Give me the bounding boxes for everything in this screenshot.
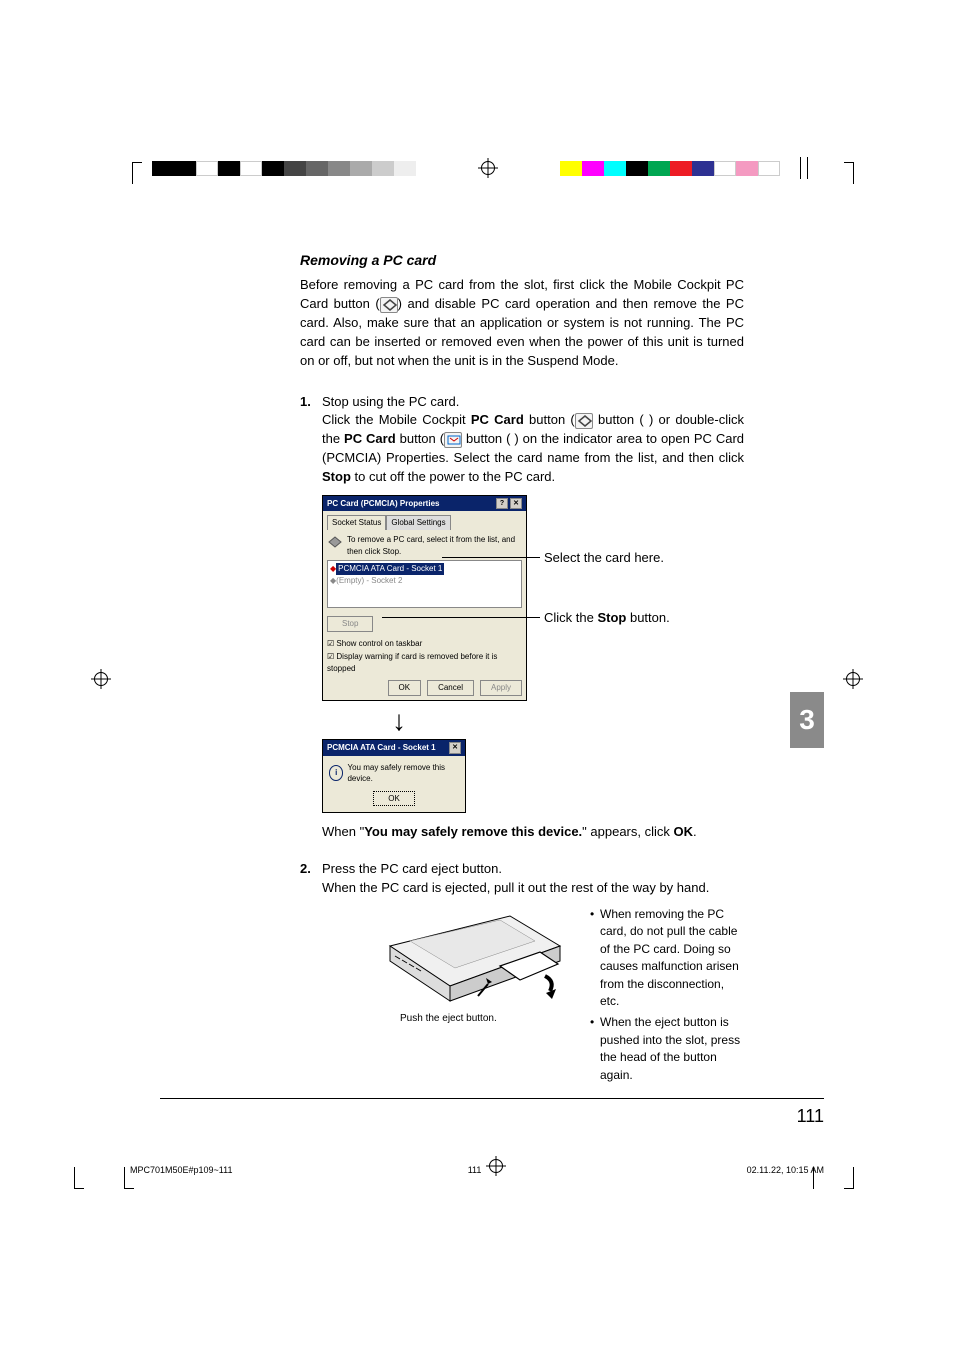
text-bold: Stop (597, 610, 626, 625)
step-number: 2. (300, 860, 322, 898)
text: button. (626, 610, 669, 625)
callout-stop: Click the Stop button. (544, 609, 670, 628)
text-bold: You may safely remove this device. (364, 824, 582, 839)
dialog-instruction: To remove a PC card, select it from the … (347, 534, 522, 557)
step2-body: When the PC card is ejected, pull it out… (322, 880, 709, 895)
msgbox-title-text: PCMCIA ATA Card - Socket 1 (327, 742, 436, 754)
registration-top (0, 152, 954, 184)
help-button[interactable]: ? (496, 498, 508, 509)
text: button ( (524, 412, 575, 427)
text-bold: OK (674, 824, 694, 839)
list-item-selected[interactable]: PCMCIA ATA Card - Socket 1 (336, 563, 444, 575)
text-bold: PC Card (344, 431, 396, 446)
section-title: Removing a PC card (300, 250, 744, 270)
cross-target-left-icon (94, 672, 108, 686)
text-bold: PC Card (471, 412, 524, 427)
dialog-titlebar: PC Card (PCMCIA) Properties ? ✕ (323, 496, 526, 512)
checkbox-taskbar[interactable]: ☑ Show control on taskbar (327, 638, 522, 650)
bullet-icon: • (590, 1014, 600, 1084)
color-bar (560, 161, 780, 176)
intro-paragraph: Before removing a PC card from the slot,… (300, 276, 744, 370)
laptop-figure: Push the eject button. •When removing th… (360, 906, 744, 1088)
pc-card-small-icon (327, 534, 343, 550)
text: button ( (396, 431, 444, 446)
indicator-pc-card-icon (444, 432, 462, 448)
text: Click the Mobile Cockpit (322, 412, 471, 427)
properties-dialog-figure: PC Card (PCMCIA) Properties ? ✕ Socket S… (322, 495, 744, 701)
cancel-button[interactable]: Cancel (427, 680, 474, 696)
text-bold: Stop (322, 469, 351, 484)
page-rule (160, 1098, 824, 1099)
text: Click the (544, 610, 597, 625)
step-number: 1. (300, 393, 322, 487)
close-button[interactable]: ✕ (510, 498, 522, 509)
dialog-title-text: PC Card (PCMCIA) Properties (327, 498, 439, 510)
card-list[interactable]: ◆PCMCIA ATA Card - Socket 1 ◆(Empty) - S… (327, 560, 522, 608)
side-notes: •When removing the PC card, do not pull … (590, 906, 744, 1088)
tab-socket-status[interactable]: Socket Status (327, 515, 386, 530)
text: When " (322, 824, 364, 839)
note-text: When removing the PC card, do not pull t… (600, 906, 744, 1010)
text: to cut off the power to the PC card. (351, 469, 555, 484)
checkbox-label: Show control on taskbar (336, 639, 422, 648)
ok-button[interactable]: OK (373, 791, 415, 807)
after-message: When "You may safely remove this device.… (322, 823, 744, 842)
registration-bottom (0, 1167, 954, 1189)
stop-button[interactable]: Stop (327, 616, 373, 632)
tab-global-settings[interactable]: Global Settings (386, 515, 450, 530)
callout-line (442, 557, 540, 558)
callout-line (382, 617, 540, 618)
chapter-tab: 3 (790, 692, 824, 748)
page-number: 111 (797, 1106, 824, 1127)
bullet-icon: • (590, 906, 600, 1010)
laptop-illustration (360, 906, 570, 1026)
msgbox-text: You may safely remove this device. (347, 762, 459, 785)
checkbox-warning[interactable]: ☑ Display warning if card is removed bef… (327, 651, 522, 674)
close-button[interactable]: ✕ (449, 742, 461, 754)
apply-button[interactable]: Apply (480, 680, 522, 696)
note-text: When the eject button is pushed into the… (600, 1014, 744, 1084)
step-2: 2. Press the PC card eject button. When … (300, 860, 744, 898)
cross-target-right-icon (846, 672, 860, 686)
cross-target-icon (477, 157, 499, 179)
ok-button[interactable]: OK (388, 680, 422, 696)
text: . (693, 824, 697, 839)
properties-dialog: PC Card (PCMCIA) Properties ? ✕ Socket S… (322, 495, 527, 701)
pc-card-icon (380, 297, 398, 313)
content-area: Removing a PC card Before removing a PC … (300, 250, 744, 1088)
callout-select: Select the card here. (544, 549, 664, 568)
step1-head: Stop using the PC card. (322, 394, 459, 409)
info-icon: i (329, 765, 343, 781)
message-box: PCMCIA ATA Card - Socket 1 ✕ i You may s… (322, 739, 466, 813)
msgbox-titlebar: PCMCIA ATA Card - Socket 1 ✕ (323, 740, 465, 756)
checkbox-label: Display warning if card is removed befor… (327, 652, 497, 673)
step-1: 1. Stop using the PC card. Click the Mob… (300, 393, 744, 487)
step2-head: Press the PC card eject button. (322, 861, 502, 876)
grayscale-bar (152, 161, 416, 176)
list-item[interactable]: (Empty) - Socket 2 (336, 576, 402, 585)
pc-card-icon (575, 413, 593, 429)
down-arrow-icon: ↓ (392, 707, 744, 735)
text: " appears, click (582, 824, 673, 839)
